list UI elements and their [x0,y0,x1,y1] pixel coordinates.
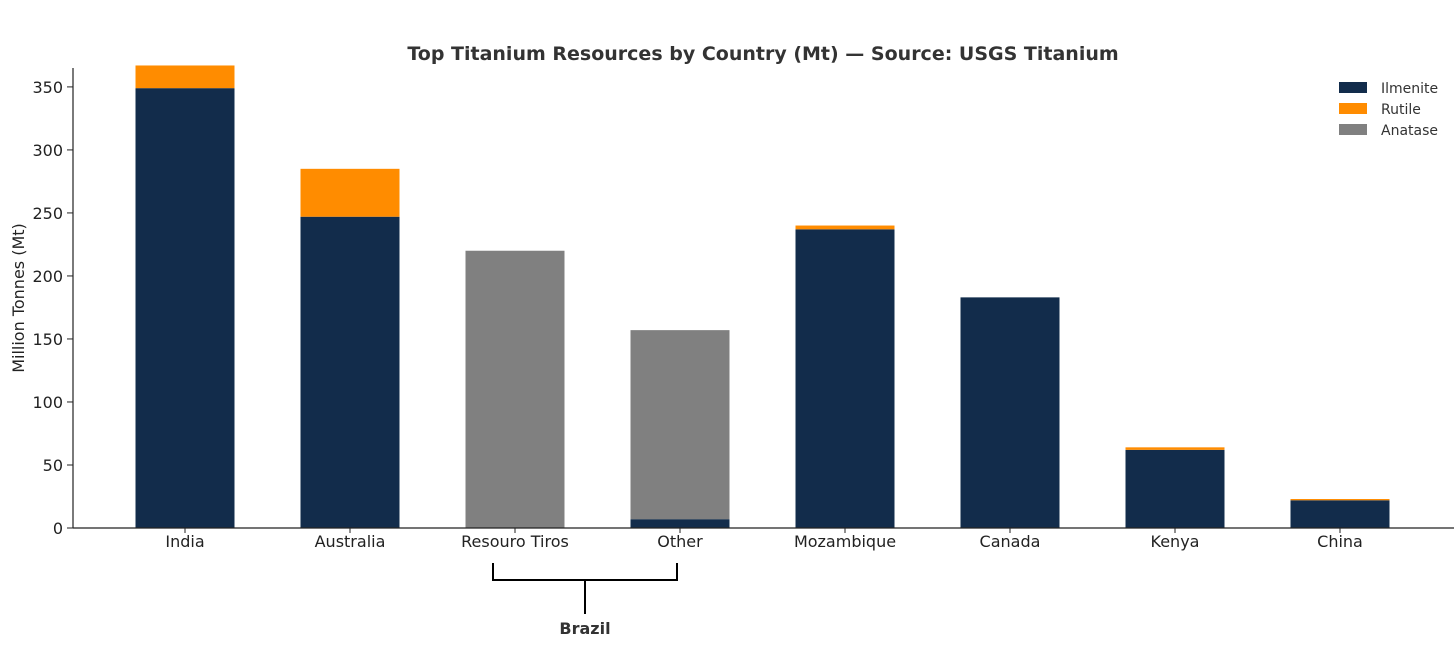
x-tick-label-resouro-tiros: Resouro Tiros [461,532,569,551]
x-tick-label-india: India [165,532,204,551]
y-tick-label: 350 [32,78,63,97]
legend-swatch-anatase [1339,124,1367,135]
bar-australia-rutile [300,168,400,217]
bar-kenya-ilmenite [1125,449,1225,528]
bar-resouro-tiros-anatase [465,250,565,528]
x-tick-label-canada: Canada [980,532,1041,551]
chart-title: Top Titanium Resources by Country (Mt) —… [407,43,1118,65]
bar-mozambique-ilmenite [795,229,895,528]
annotations-group: Brazil [492,563,678,638]
legend-swatch-ilmenite [1339,82,1367,93]
x-tick-label-other: Other [657,532,703,551]
x-ticks-group: India Australia Resouro Tiros Other Mozambiq… [165,528,1363,551]
bar-china-rutile [1290,499,1390,501]
bars-group [135,65,1390,529]
bar-other-anatase [630,330,730,520]
group-label-brazil: Brazil [559,619,610,638]
x-tick-label-mozambique: Mozambique [794,532,896,551]
bracket-brazil [492,563,678,614]
bar-australia-ilmenite [300,216,400,528]
bar-canada-ilmenite [960,297,1060,528]
legend-label-rutile: Rutile [1381,102,1421,118]
y-tick-label: 0 [53,519,63,538]
y-tick-label: 200 [32,267,63,286]
x-tick-label-china: China [1317,532,1363,551]
axes-group [72,68,1454,529]
legend-swatch-rutile [1339,103,1367,114]
bar-mozambique-rutile [795,225,895,230]
legend-label-anatase: Anatase [1381,123,1438,139]
y-tick-label: 100 [32,393,63,412]
bar-kenya-rutile [1125,447,1225,450]
y-tick-label: 250 [32,204,63,223]
x-tick-label-australia: Australia [315,532,386,551]
legend-label-ilmenite: Ilmenite [1381,81,1438,97]
bar-india-rutile [135,65,235,89]
x-tick-label-kenya: Kenya [1151,532,1200,551]
y-tick-label: 300 [32,141,63,160]
bar-other-ilmenite [630,519,730,528]
y-tick-label: 50 [43,456,63,475]
y-axis-label: Million Tonnes (Mt) [9,223,28,373]
y-ticks-group: 0 50 100 150 200 250 300 350 [32,78,73,538]
bar-india-ilmenite [135,88,235,529]
y-tick-label: 150 [32,330,63,349]
legend: Ilmenite Rutile Anatase [1339,81,1438,139]
bar-china-ilmenite [1290,500,1390,528]
